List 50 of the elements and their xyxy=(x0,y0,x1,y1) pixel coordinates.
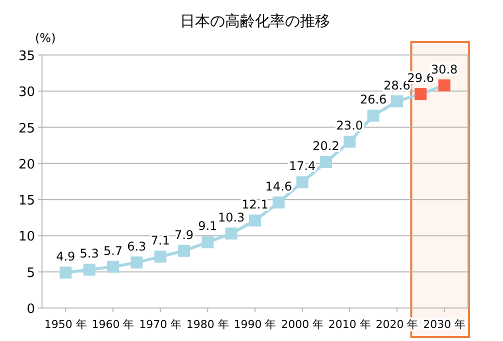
data-label: 30.8 xyxy=(430,62,458,76)
data-label: 14.6 xyxy=(265,179,292,194)
point xyxy=(438,79,450,92)
data-label: 23.0 xyxy=(336,118,364,133)
point xyxy=(344,136,356,148)
point xyxy=(130,256,143,268)
x-tick-label: 2010 年 xyxy=(328,318,371,331)
chart-title: 日本の高齢化率の推移 xyxy=(180,12,330,30)
x-tick-label: 1960 年 xyxy=(92,318,134,331)
y-tick-label: 5 xyxy=(26,266,35,281)
point xyxy=(414,88,427,100)
x-tick-label: 1950 年 xyxy=(44,318,87,331)
point xyxy=(225,228,238,240)
point xyxy=(272,196,285,208)
point xyxy=(367,110,380,122)
point xyxy=(320,156,332,168)
x-tick-label: 1990 年 xyxy=(234,318,276,331)
y-tick-label: 10 xyxy=(18,230,35,245)
data-label: 7.1 xyxy=(150,234,170,248)
x-tick-label: 1970 年 xyxy=(139,318,182,331)
point xyxy=(296,176,308,188)
point xyxy=(178,244,190,257)
y-tick-label: 25 xyxy=(18,121,35,136)
y-tick-label: 0 xyxy=(26,302,35,317)
point xyxy=(154,250,166,263)
x-tick-label: 1980 年 xyxy=(186,318,229,331)
point xyxy=(202,236,214,248)
y-tick-label: 30 xyxy=(18,85,35,100)
y-tick-label: 20 xyxy=(18,157,35,172)
data-label: 5.3 xyxy=(80,246,99,261)
point xyxy=(249,214,261,227)
point xyxy=(107,260,119,273)
y-tick-label: 35 xyxy=(18,49,35,64)
data-label: 9.1 xyxy=(198,219,218,234)
data-label: 10.3 xyxy=(218,210,245,225)
x-tick-label: 2000 年 xyxy=(281,318,324,331)
y-axis-title: (%) xyxy=(35,31,56,45)
data-label: 4.9 xyxy=(56,250,76,264)
point xyxy=(60,266,72,279)
data-label: 20.2 xyxy=(312,138,340,153)
point xyxy=(83,264,96,276)
data-label: 17.4 xyxy=(288,159,316,174)
y-tick-label: 15 xyxy=(18,194,35,209)
data-label: 6.3 xyxy=(127,239,146,254)
data-label: 5.7 xyxy=(103,244,123,258)
data-label: 7.9 xyxy=(174,228,194,242)
data-label: 26.6 xyxy=(360,92,387,107)
x-tick-label: 2030 年 xyxy=(423,318,466,331)
point xyxy=(391,95,403,108)
data-label: 12.1 xyxy=(242,198,268,212)
